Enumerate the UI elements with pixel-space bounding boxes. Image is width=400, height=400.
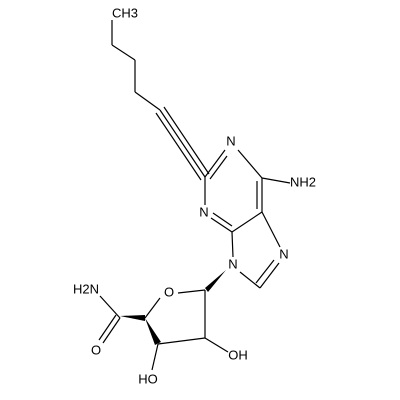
atom-label: N [199,204,208,219]
atom-label: OH [228,347,248,362]
atom-label: HO [138,371,158,386]
atom-label: O [91,342,101,357]
atom-labels: CH3 N NH2 N N N O H2N O OH HO [73,5,316,386]
atom-label: N [226,133,235,148]
atom-label: O [164,284,174,299]
bonds [98,20,291,371]
atom-label: N [279,246,288,261]
atom-label: NH2 [290,174,316,189]
atom-label: CH3 [112,5,138,20]
atom-label: H2N [73,281,99,296]
atom-label: N [228,256,237,271]
